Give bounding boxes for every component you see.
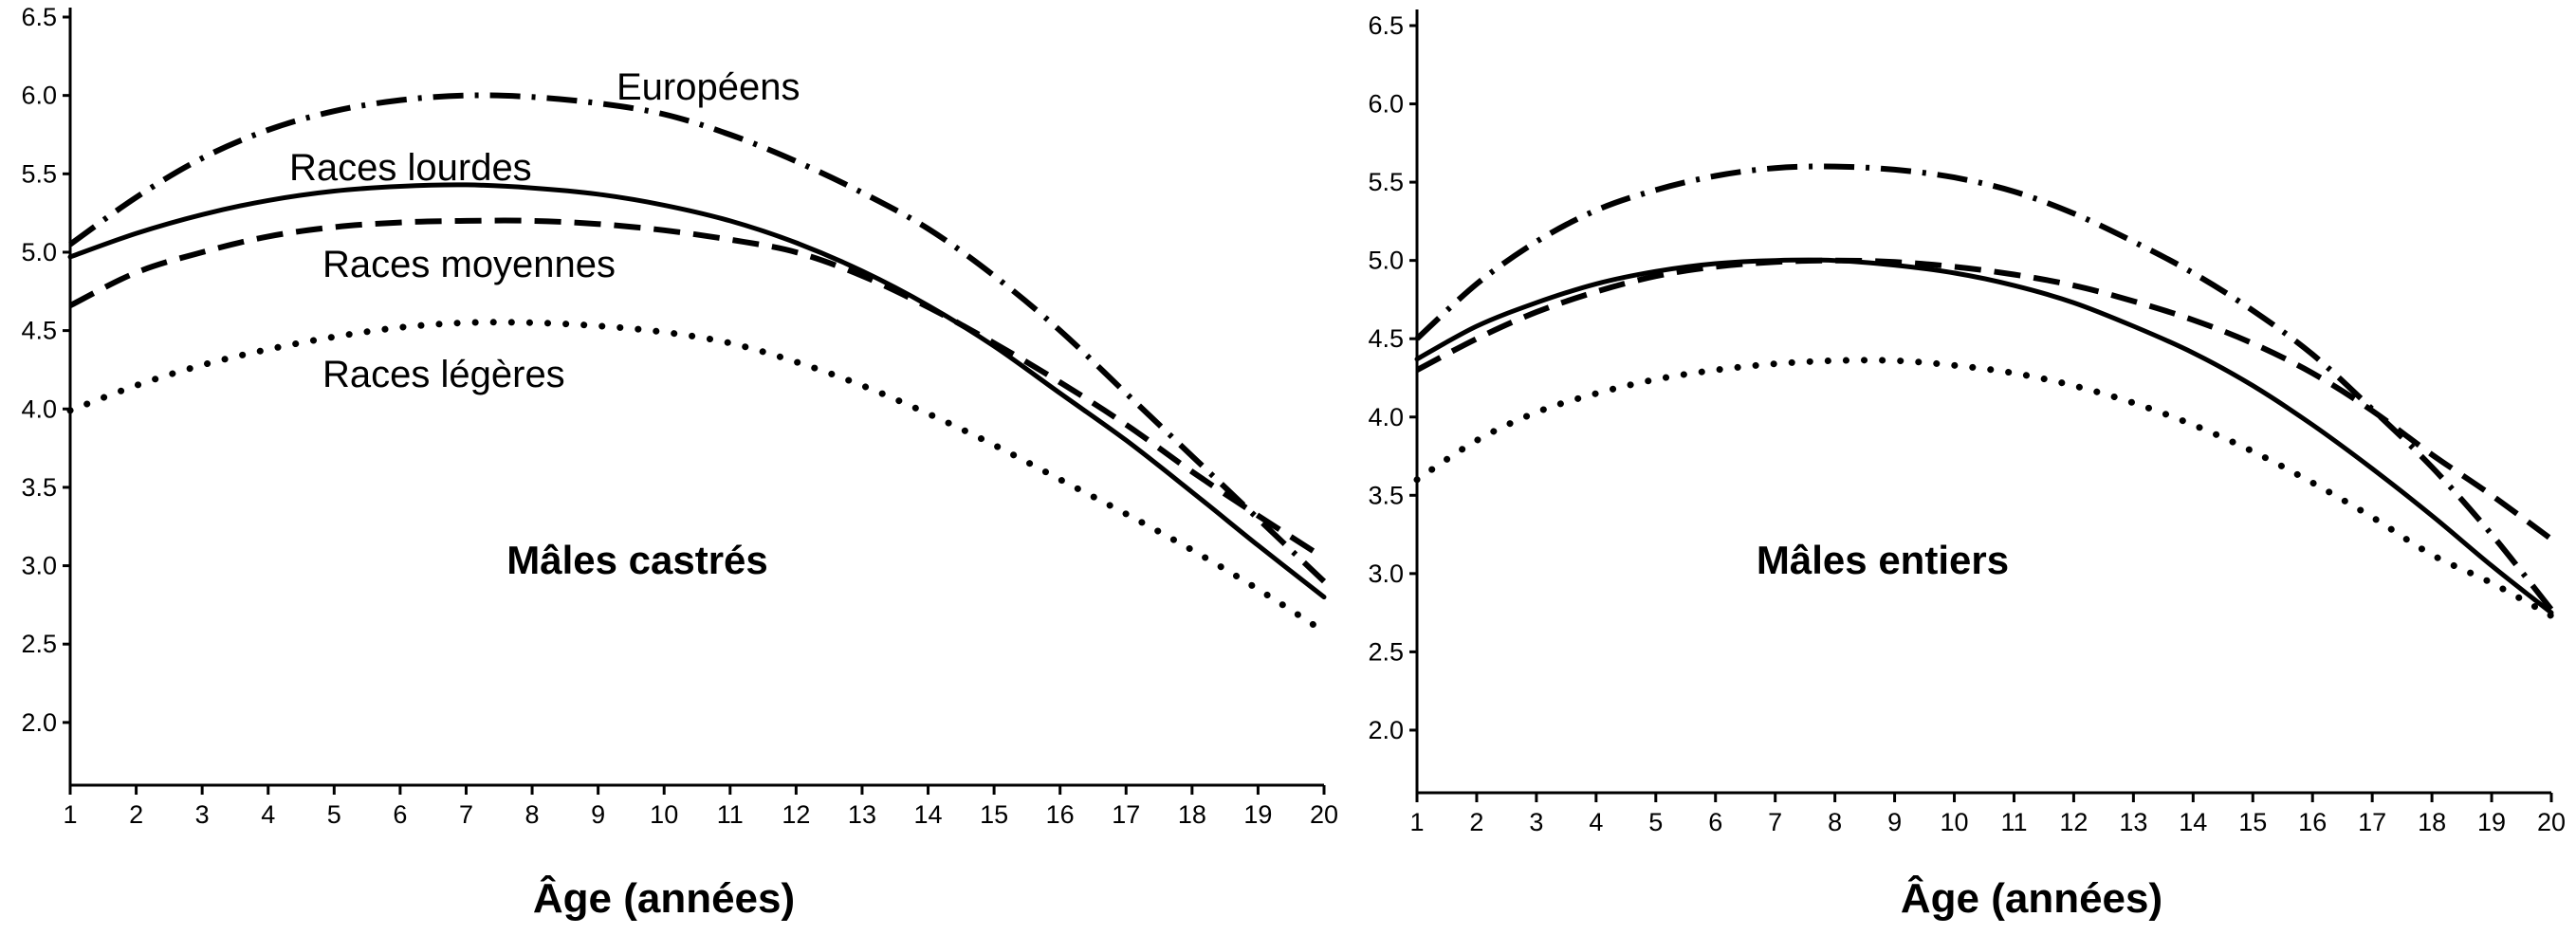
x-tick-label: 20 bbox=[1310, 800, 1338, 829]
series-label-races-lourdes: Races lourdes bbox=[289, 147, 532, 189]
y-tick-label: 4.0 bbox=[1368, 403, 1404, 431]
panel-males-castres: 2.02.53.03.54.04.55.05.56.06.51 2 3 4 5 6 7 8 9 1… bbox=[21, 3, 1338, 922]
x-tick-label: 15 bbox=[980, 800, 1008, 829]
y-tick-label: 6.5 bbox=[1368, 11, 1404, 40]
x-tick-label: 1 bbox=[63, 800, 77, 829]
y-tick-label: 6.5 bbox=[21, 3, 57, 31]
x-tick-label: 13 bbox=[2119, 808, 2147, 836]
series-label-europeens: Européens bbox=[616, 66, 800, 108]
x-tick-label: 14 bbox=[914, 800, 943, 829]
y-tick-label: 3.5 bbox=[1368, 481, 1404, 509]
y-tick-label: 5.0 bbox=[21, 238, 57, 266]
x-tick-label: 9 bbox=[1887, 808, 1902, 836]
x-tick-label: 16 bbox=[1046, 800, 1075, 829]
y-tick-label: 2.5 bbox=[1368, 637, 1404, 666]
x-tick-label: 11 bbox=[717, 800, 744, 829]
y-tick-label: 2.0 bbox=[1368, 716, 1404, 744]
x-tick-label: 8 bbox=[1828, 808, 1842, 836]
x-tick-label: 3 bbox=[1529, 808, 1543, 836]
y-tick-label: 3.0 bbox=[21, 552, 57, 580]
x-tick-label: 2 bbox=[1469, 808, 1483, 836]
x-tick-label: 10 bbox=[1941, 808, 1969, 836]
y-tick-label: 5.5 bbox=[21, 159, 57, 188]
x-tick-label: 19 bbox=[2477, 808, 2506, 836]
series-label-races-legeres: Races légères bbox=[322, 354, 565, 395]
x-tick-label: 10 bbox=[650, 800, 678, 829]
panel-males-entiers: 2.02.53.03.54.04.55.05.56.06.51 2 3 4 5 6 7 8 9 1… bbox=[1368, 9, 2566, 922]
x-axis-title: Âge (années) bbox=[533, 874, 795, 922]
series-line-races-legeres bbox=[1413, 357, 2555, 619]
x-tick-label: 14 bbox=[2179, 808, 2207, 836]
x-tick-label: 7 bbox=[1768, 808, 1782, 836]
x-tick-label: 20 bbox=[2537, 808, 2566, 836]
x-tick-label: 6 bbox=[393, 800, 407, 829]
x-tick-label: 3 bbox=[195, 800, 210, 829]
x-tick-label: 15 bbox=[2238, 808, 2267, 836]
x-axis-title: Âge (années) bbox=[1901, 874, 2162, 922]
y-tick-label: 5.5 bbox=[1368, 168, 1404, 196]
x-tick-label: 8 bbox=[525, 800, 540, 829]
series-line-races-legeres bbox=[66, 319, 1328, 635]
y-tick-label: 2.0 bbox=[21, 708, 57, 737]
series-label-races-moyennes: Races moyennes bbox=[322, 244, 616, 285]
y-tick-label: 4.0 bbox=[21, 394, 57, 423]
series-line-races-lourdes bbox=[1414, 257, 2554, 615]
panel-title: Mâles castrés bbox=[506, 538, 768, 582]
x-tick-label: 17 bbox=[2358, 808, 2386, 836]
x-tick-label: 18 bbox=[2418, 808, 2446, 836]
y-tick-label: 4.5 bbox=[21, 317, 57, 345]
y-tick-label: 3.5 bbox=[21, 473, 57, 502]
x-tick-label: 2 bbox=[129, 800, 143, 829]
y-tick-label: 2.5 bbox=[21, 630, 57, 658]
y-tick-label: 5.0 bbox=[1368, 247, 1404, 275]
x-tick-label: 16 bbox=[2298, 808, 2327, 836]
x-tick-label: 13 bbox=[848, 800, 876, 829]
x-tick-label: 12 bbox=[2059, 808, 2088, 836]
x-tick-label: 11 bbox=[2000, 808, 2027, 836]
x-tick-label: 4 bbox=[1589, 808, 1603, 836]
series-line-races-lourdes bbox=[67, 182, 1327, 600]
x-tick-label: 19 bbox=[1243, 800, 1272, 829]
y-tick-label: 4.5 bbox=[1368, 324, 1404, 353]
series-line-europeens bbox=[1414, 163, 2554, 612]
y-tick-label: 6.0 bbox=[1368, 90, 1404, 119]
x-tick-label: 5 bbox=[1648, 808, 1663, 836]
x-tick-label: 9 bbox=[591, 800, 605, 829]
x-tick-label: 17 bbox=[1112, 800, 1140, 829]
x-tick-label: 6 bbox=[1708, 808, 1722, 836]
y-tick-label: 6.0 bbox=[21, 82, 57, 110]
x-tick-label: 18 bbox=[1178, 800, 1206, 829]
x-tick-label: 4 bbox=[261, 800, 275, 829]
x-tick-label: 12 bbox=[782, 800, 810, 829]
x-tick-label: 7 bbox=[459, 800, 473, 829]
y-tick-label: 3.0 bbox=[1368, 559, 1404, 588]
x-tick-label: 5 bbox=[327, 800, 341, 829]
x-tick-label: 1 bbox=[1409, 808, 1424, 836]
series-line-races-moyennes bbox=[1415, 257, 2553, 541]
panel-title: Mâles entiers bbox=[1757, 538, 2009, 582]
series-line-europeens bbox=[68, 92, 1327, 584]
series-line-races-moyennes bbox=[68, 217, 1326, 560]
